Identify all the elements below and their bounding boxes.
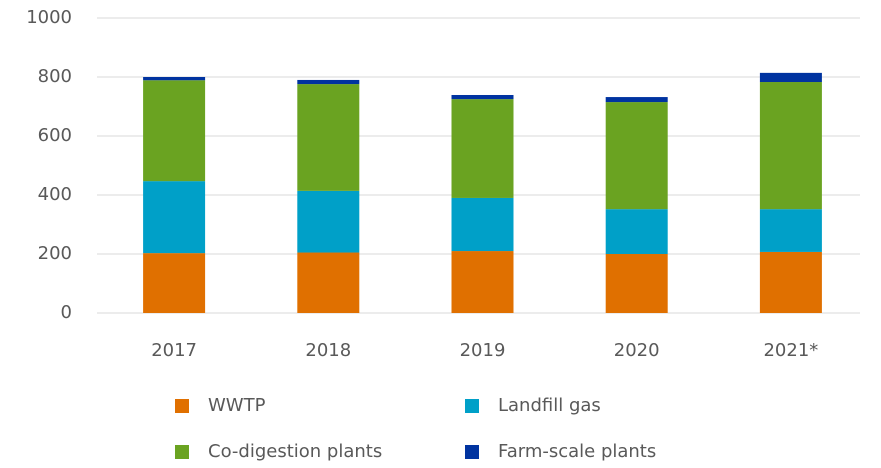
bar-segment (297, 84, 360, 191)
legend-swatch (175, 445, 189, 459)
legend-label: WWTP (208, 395, 266, 416)
x-tick-label: 2018 (305, 340, 351, 361)
x-tick-label: 2021* (763, 340, 818, 361)
bar-segment (297, 252, 360, 313)
bar-segment (759, 251, 822, 313)
bar-segment (759, 209, 822, 252)
x-tick-label: 2019 (460, 340, 506, 361)
bar-segment (297, 79, 360, 85)
bar-segment (759, 82, 822, 210)
legend-swatch (465, 445, 479, 459)
legend-label: Landfill gas (498, 395, 601, 416)
bar-segment (759, 72, 822, 83)
legend-swatch (175, 399, 189, 413)
legend-label: Co-digestion plants (208, 441, 382, 462)
bar-segment (297, 190, 360, 253)
legend-label: Farm-scale plants (498, 441, 656, 462)
y-tick-label: 600 (38, 125, 72, 146)
bar-segment (143, 80, 206, 182)
legend-swatch (465, 399, 479, 413)
bar-segment (605, 102, 668, 210)
y-tick-label: 800 (38, 66, 72, 87)
bar-segment (451, 99, 514, 198)
bar-segment (451, 251, 514, 313)
bar-segment (143, 77, 206, 81)
bar-segment (143, 253, 206, 313)
y-tick-label: 1000 (26, 7, 72, 28)
bar-segment (451, 94, 514, 100)
y-tick-label: 0 (61, 302, 72, 323)
bar-segment (143, 181, 206, 254)
bar-segment (605, 209, 668, 254)
bar-segment (605, 254, 668, 313)
y-tick-label: 200 (38, 243, 72, 264)
x-tick-label: 2017 (151, 340, 197, 361)
y-tick-label: 400 (38, 184, 72, 205)
x-tick-label: 2020 (614, 340, 660, 361)
bar-segment (451, 197, 514, 252)
bar-segment (605, 97, 668, 103)
